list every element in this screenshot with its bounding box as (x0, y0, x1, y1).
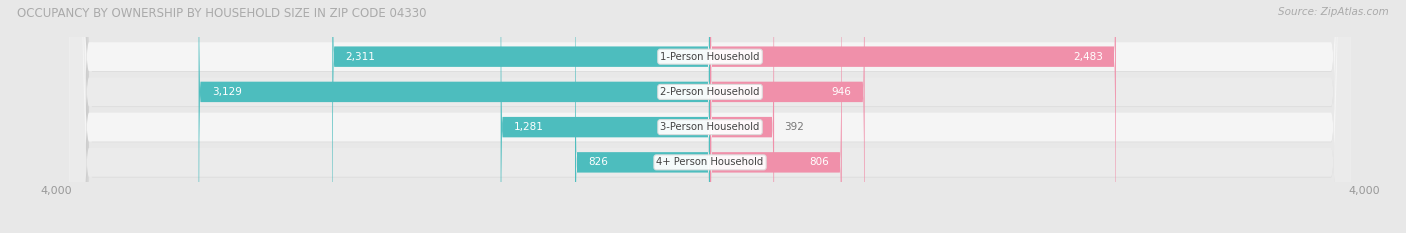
Text: 392: 392 (785, 122, 804, 132)
FancyBboxPatch shape (710, 0, 1116, 233)
Text: OCCUPANCY BY OWNERSHIP BY HOUSEHOLD SIZE IN ZIP CODE 04330: OCCUPANCY BY OWNERSHIP BY HOUSEHOLD SIZE… (17, 7, 426, 20)
Text: 4+ Person Household: 4+ Person Household (657, 157, 763, 167)
FancyBboxPatch shape (69, 0, 1351, 233)
FancyBboxPatch shape (501, 0, 710, 233)
Text: 3,129: 3,129 (212, 87, 242, 97)
FancyBboxPatch shape (710, 0, 865, 233)
Text: 946: 946 (832, 87, 852, 97)
Text: 2,483: 2,483 (1073, 52, 1102, 62)
FancyBboxPatch shape (73, 0, 1351, 233)
Text: Source: ZipAtlas.com: Source: ZipAtlas.com (1278, 7, 1389, 17)
FancyBboxPatch shape (575, 0, 710, 233)
FancyBboxPatch shape (73, 0, 1351, 233)
FancyBboxPatch shape (69, 0, 1351, 233)
FancyBboxPatch shape (710, 0, 775, 233)
Text: 1-Person Household: 1-Person Household (661, 52, 759, 62)
Text: 2-Person Household: 2-Person Household (661, 87, 759, 97)
FancyBboxPatch shape (332, 0, 710, 233)
FancyBboxPatch shape (710, 0, 842, 233)
Text: 2,311: 2,311 (346, 52, 375, 62)
FancyBboxPatch shape (69, 0, 1351, 233)
Text: 826: 826 (588, 157, 607, 167)
FancyBboxPatch shape (73, 0, 1351, 233)
FancyBboxPatch shape (73, 0, 1351, 233)
Text: 3-Person Household: 3-Person Household (661, 122, 759, 132)
Text: 806: 806 (808, 157, 828, 167)
FancyBboxPatch shape (198, 0, 710, 233)
Text: 1,281: 1,281 (513, 122, 544, 132)
FancyBboxPatch shape (69, 0, 1351, 233)
